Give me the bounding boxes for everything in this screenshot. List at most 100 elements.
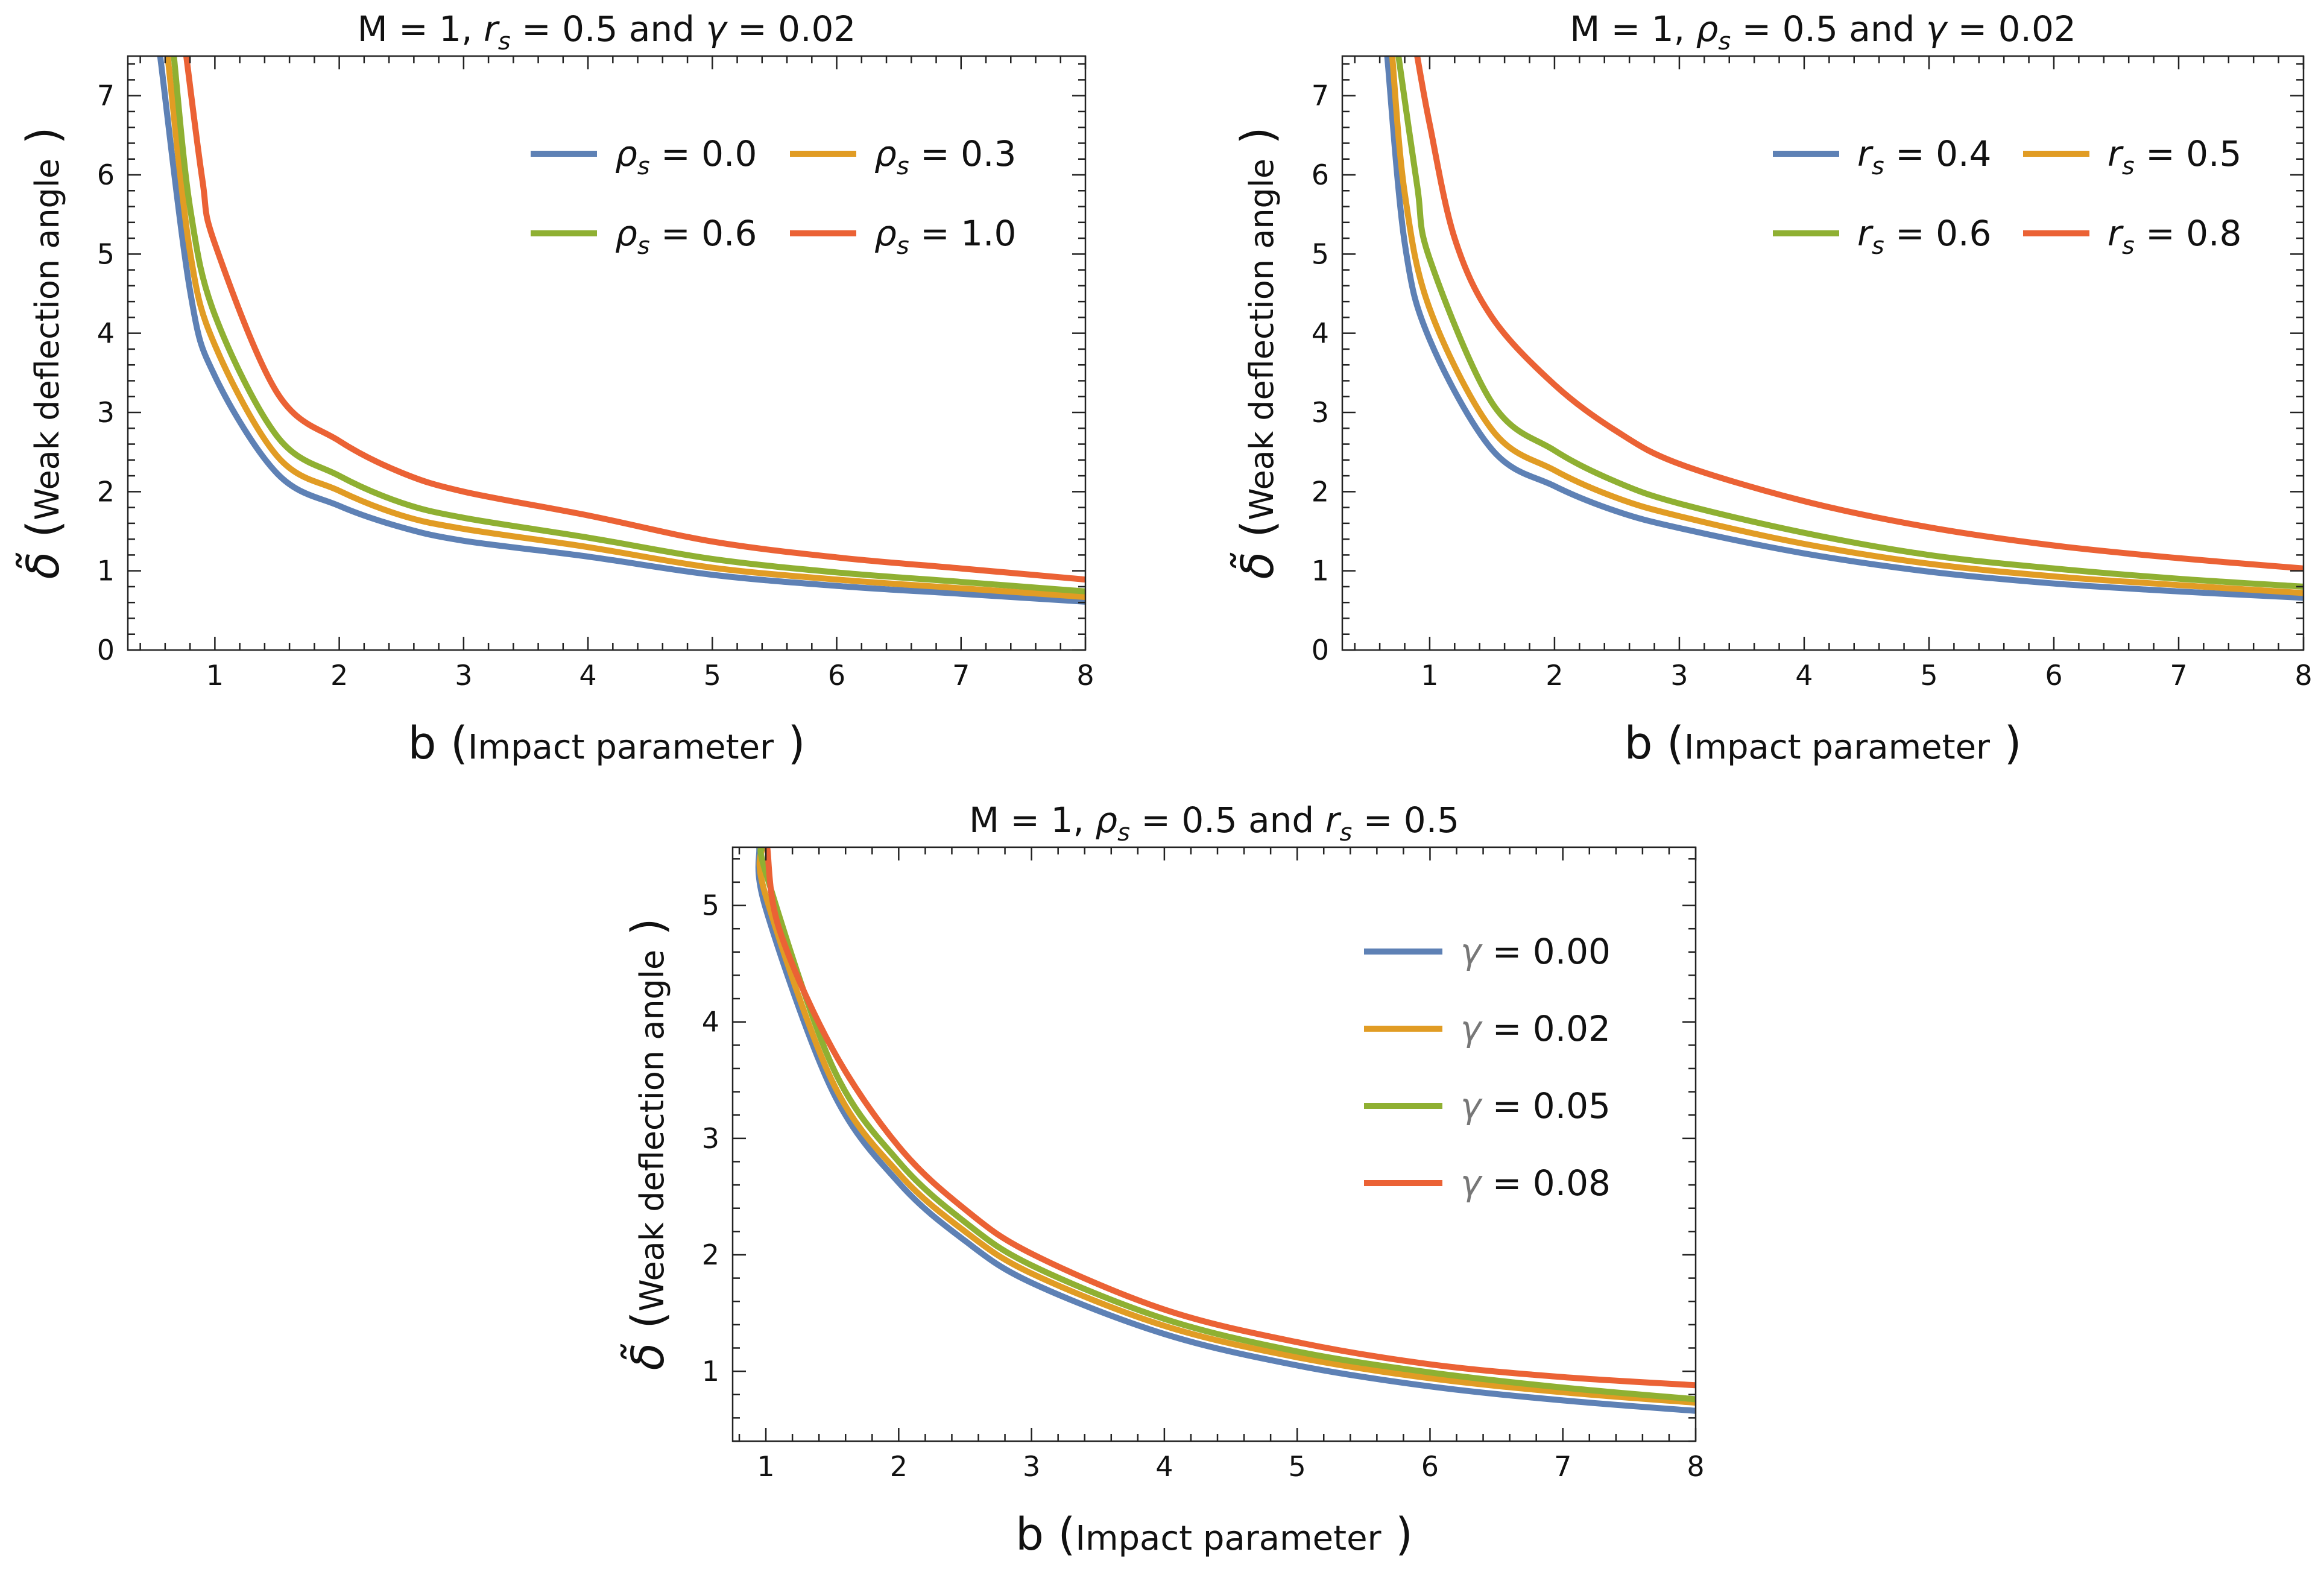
paren-close: ) xyxy=(1381,1509,1413,1561)
legend-entry-0: γ = 0.00 xyxy=(1460,931,1611,972)
legend-entry-0: rs = 0.4 xyxy=(1857,133,1991,180)
series-group xyxy=(1384,56,2303,601)
x-axis-symbol: b xyxy=(1015,1509,1044,1561)
paren-close: ) xyxy=(1990,718,2021,769)
legend-value: = 0.6 xyxy=(1884,213,1992,254)
legend-entry-3: γ = 0.08 xyxy=(1460,1163,1611,1204)
y-tick-label: 0 xyxy=(1312,634,1329,666)
chart-title: M = 1, ρs = 0.5 and γ = 0.02 xyxy=(1570,8,2076,55)
legend-subscript: s xyxy=(897,153,909,180)
legend: ρs = 0.0 ρs = 0.3ρs = 0.6 ρs = 1.0 xyxy=(531,133,1016,260)
legend-value: = 0.5 xyxy=(2135,133,2242,174)
x-tick-label: 3 xyxy=(455,659,472,692)
y-tick-label: 4 xyxy=(702,1006,719,1038)
x-axis-description: Impact parameter xyxy=(1075,1519,1381,1558)
title-symbol: ρ xyxy=(1095,800,1117,841)
legend-subscript: s xyxy=(2122,232,2135,260)
y-axis-description: Weak deflection angle xyxy=(633,950,671,1312)
y-tick-label: 4 xyxy=(1312,317,1329,350)
x-tick-label: 5 xyxy=(1920,659,1937,692)
y-axis-symbol: δ̃ xyxy=(1230,552,1284,579)
paren-open: ( xyxy=(1044,1509,1075,1561)
legend-symbol: γ xyxy=(1460,1163,1483,1204)
title-subscript: s xyxy=(1339,819,1352,847)
y-tick-label: 5 xyxy=(1312,238,1329,270)
y-tick-label: 3 xyxy=(1312,396,1329,429)
y-tick-label: 1 xyxy=(97,555,115,587)
title-text: = 0.5 and xyxy=(1731,8,1926,49)
y-tick-label: 6 xyxy=(97,159,115,191)
legend-symbol: ρ xyxy=(615,133,637,174)
paren-close: ) xyxy=(17,127,69,159)
legend-symbol: γ xyxy=(1460,931,1483,972)
title-symbol: γ xyxy=(1926,8,1948,49)
legend-value: = 0.3 xyxy=(909,133,1017,174)
title-text: = 0.5 and xyxy=(1130,800,1325,841)
x-tick-label: 3 xyxy=(1670,659,1688,692)
title-symbol: ρ xyxy=(1696,8,1718,49)
legend: rs = 0.4 rs = 0.5rs = 0.6 rs = 0.8 xyxy=(1773,133,2241,260)
legend-subscript: s xyxy=(637,232,650,260)
x-axis-symbol: b xyxy=(1625,718,1653,769)
series-line-3 xyxy=(183,56,1085,583)
chart-title: M = 1, rs = 0.5 and γ = 0.02 xyxy=(358,8,856,55)
legend-value: = 0.0 xyxy=(650,133,757,174)
y-tick-label: 7 xyxy=(1312,80,1329,112)
legend-symbol: ρ xyxy=(615,213,637,254)
legend-symbol: ρ xyxy=(874,133,897,174)
legend-subscript: s xyxy=(1872,153,1884,180)
title-subscript: s xyxy=(1718,28,1731,55)
y-tick-label: 7 xyxy=(97,80,115,112)
x-tick-label: 7 xyxy=(2170,659,2187,692)
x-tick-label: 5 xyxy=(704,659,721,692)
legend-entry-1: γ = 0.02 xyxy=(1460,1008,1611,1049)
series-line-2 xyxy=(1395,56,2303,590)
legend-symbol: r xyxy=(1857,133,1874,174)
paren-close: ) xyxy=(622,918,674,950)
y-tick-label: 1 xyxy=(702,1355,719,1387)
paren-open: ( xyxy=(622,1312,674,1343)
title-text: M = 1, xyxy=(358,8,484,49)
x-tick-label: 8 xyxy=(2294,659,2312,692)
paren-close: ) xyxy=(774,718,805,769)
legend-subscript: s xyxy=(637,153,650,180)
x-tick-label: 5 xyxy=(1289,1450,1306,1483)
series-line-3 xyxy=(1414,56,2303,572)
series-group xyxy=(755,847,1696,1414)
x-tick-label: 2 xyxy=(330,659,348,692)
x-tick-label: 1 xyxy=(206,659,224,692)
title-text: = 0.02 xyxy=(727,8,856,49)
series-line-1 xyxy=(165,56,1085,600)
legend-symbol: r xyxy=(1857,213,1874,254)
y-tick-label: 6 xyxy=(1312,159,1329,191)
legend-entry-3: rs = 0.8 xyxy=(2108,213,2241,260)
plot-frame xyxy=(731,846,1697,1442)
x-tick-label: 1 xyxy=(1421,659,1438,692)
x-tick-label: 6 xyxy=(828,659,845,692)
title-subscript: s xyxy=(498,28,511,55)
legend-value: = 0.00 xyxy=(1481,931,1611,972)
y-tick-label: 2 xyxy=(702,1239,719,1271)
y-tick-label: 2 xyxy=(97,475,115,508)
legend-entry-0: ρs = 0.0 xyxy=(615,133,757,180)
legend: γ = 0.00γ = 0.02γ = 0.05γ = 0.08 xyxy=(1364,931,1611,1204)
legend-symbol: γ xyxy=(1460,1085,1483,1126)
title-text: M = 1, xyxy=(1570,8,1696,49)
legend-symbol: ρ xyxy=(874,213,897,254)
series-group xyxy=(157,56,1085,605)
series-line-2 xyxy=(171,56,1085,595)
x-tick-label: 6 xyxy=(2045,659,2062,692)
x-axis-label: b (Impact parameter ) xyxy=(408,718,806,769)
legend-value: = 0.8 xyxy=(2135,213,2242,254)
y-tick-label: 3 xyxy=(97,396,115,429)
x-tick-label: 1 xyxy=(757,1450,774,1483)
y-axis-label: δ̃ (Weak deflection angle ) xyxy=(1230,127,1284,579)
paren-close: ) xyxy=(1232,127,1284,159)
legend-symbol: γ xyxy=(1460,1008,1483,1049)
y-tick-label: 3 xyxy=(702,1122,719,1155)
x-tick-label: 6 xyxy=(1421,1450,1439,1483)
series-line-0 xyxy=(1384,56,2303,601)
x-tick-label: 3 xyxy=(1023,1450,1040,1483)
x-tick-label: 4 xyxy=(579,659,596,692)
